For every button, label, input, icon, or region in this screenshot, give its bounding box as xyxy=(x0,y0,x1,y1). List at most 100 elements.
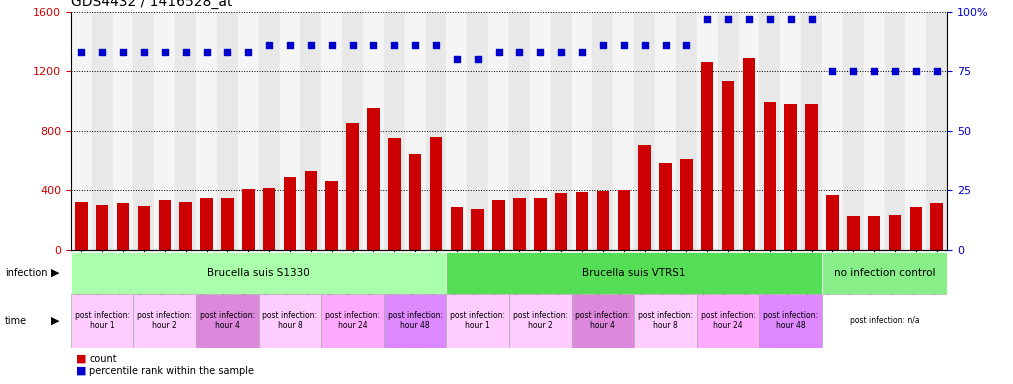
Bar xyxy=(425,12,447,250)
Point xyxy=(741,16,757,22)
Bar xyxy=(534,198,547,250)
Bar xyxy=(488,12,510,250)
Point xyxy=(657,42,674,48)
Bar xyxy=(238,12,258,250)
Text: Brucella suis S1330: Brucella suis S1330 xyxy=(208,268,310,278)
FancyBboxPatch shape xyxy=(197,294,258,348)
Bar xyxy=(116,204,130,250)
Bar xyxy=(618,190,630,250)
Bar xyxy=(242,189,254,250)
Point xyxy=(94,49,110,55)
Bar xyxy=(701,62,713,250)
Text: percentile rank within the sample: percentile rank within the sample xyxy=(89,366,254,376)
Point xyxy=(177,49,193,55)
Bar xyxy=(780,12,801,250)
Bar xyxy=(342,12,363,250)
Bar xyxy=(801,12,822,250)
Text: Brucella suis VTRS1: Brucella suis VTRS1 xyxy=(582,268,686,278)
Bar xyxy=(575,192,589,250)
Bar xyxy=(179,202,191,250)
Point xyxy=(616,42,632,48)
Point xyxy=(282,42,298,48)
Bar xyxy=(884,12,906,250)
Point xyxy=(929,68,945,74)
Bar xyxy=(822,12,843,250)
Text: post infection:
hour 24: post infection: hour 24 xyxy=(325,311,380,330)
Bar xyxy=(305,171,317,250)
Bar xyxy=(159,200,171,250)
Text: ▶: ▶ xyxy=(52,316,60,326)
FancyBboxPatch shape xyxy=(384,294,447,348)
Point xyxy=(73,49,89,55)
FancyBboxPatch shape xyxy=(760,294,822,348)
Bar xyxy=(325,181,338,250)
Bar xyxy=(262,188,276,250)
Point xyxy=(157,49,173,55)
Bar xyxy=(430,137,443,250)
Text: post infection:
hour 1: post infection: hour 1 xyxy=(75,311,130,330)
Bar xyxy=(847,216,860,250)
FancyBboxPatch shape xyxy=(510,294,571,348)
Bar xyxy=(659,163,672,250)
Bar xyxy=(784,104,797,250)
Bar xyxy=(92,12,112,250)
Bar xyxy=(597,191,609,250)
Text: time: time xyxy=(5,316,27,326)
Bar xyxy=(514,197,526,250)
Bar xyxy=(638,146,651,250)
Point xyxy=(720,16,736,22)
Bar xyxy=(301,12,321,250)
Point xyxy=(512,49,528,55)
Bar xyxy=(197,12,217,250)
Bar xyxy=(346,123,359,250)
Bar xyxy=(655,12,676,250)
Point xyxy=(114,49,131,55)
Bar xyxy=(447,12,467,250)
Point xyxy=(762,16,778,22)
Bar xyxy=(571,12,593,250)
FancyBboxPatch shape xyxy=(447,252,822,294)
Point xyxy=(427,42,444,48)
Bar xyxy=(926,12,947,250)
Point xyxy=(866,68,882,74)
Bar xyxy=(154,12,175,250)
Bar xyxy=(367,108,380,250)
Bar xyxy=(405,12,425,250)
Bar xyxy=(451,207,463,250)
Point xyxy=(407,42,423,48)
FancyBboxPatch shape xyxy=(634,294,697,348)
Bar xyxy=(363,12,384,250)
Point xyxy=(679,42,695,48)
Point xyxy=(490,49,506,55)
Bar xyxy=(112,12,134,250)
Bar xyxy=(634,12,655,250)
Bar xyxy=(613,12,634,250)
FancyBboxPatch shape xyxy=(321,294,384,348)
Text: post infection:
hour 2: post infection: hour 2 xyxy=(138,311,192,330)
Text: count: count xyxy=(89,354,116,364)
Point xyxy=(261,42,278,48)
Bar xyxy=(467,12,488,250)
Bar xyxy=(384,12,405,250)
Bar xyxy=(175,12,197,250)
Point xyxy=(783,16,799,22)
FancyBboxPatch shape xyxy=(71,294,134,348)
Bar xyxy=(868,216,880,250)
Point xyxy=(219,49,235,55)
Text: ▶: ▶ xyxy=(52,268,60,278)
Text: post infection:
hour 24: post infection: hour 24 xyxy=(701,311,756,330)
FancyBboxPatch shape xyxy=(822,294,947,348)
Bar xyxy=(510,12,530,250)
Bar xyxy=(864,12,884,250)
Bar xyxy=(722,81,734,250)
Bar xyxy=(492,200,504,250)
Text: post infection: n/a: post infection: n/a xyxy=(850,316,920,325)
Text: post infection:
hour 1: post infection: hour 1 xyxy=(450,311,505,330)
Point xyxy=(532,49,548,55)
FancyBboxPatch shape xyxy=(822,252,947,294)
Bar xyxy=(258,12,280,250)
Point xyxy=(887,68,904,74)
Point xyxy=(595,42,611,48)
Point xyxy=(699,16,715,22)
Bar xyxy=(284,177,296,250)
